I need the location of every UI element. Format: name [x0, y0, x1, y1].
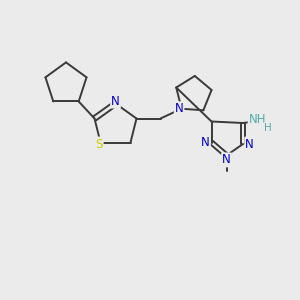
Text: N: N [175, 102, 184, 115]
Text: N: N [201, 136, 210, 149]
Text: N: N [111, 94, 120, 108]
Text: N: N [222, 153, 231, 167]
Text: NH: NH [249, 112, 266, 126]
Text: N: N [245, 137, 254, 151]
Text: H: H [264, 123, 272, 133]
Text: S: S [95, 137, 103, 151]
